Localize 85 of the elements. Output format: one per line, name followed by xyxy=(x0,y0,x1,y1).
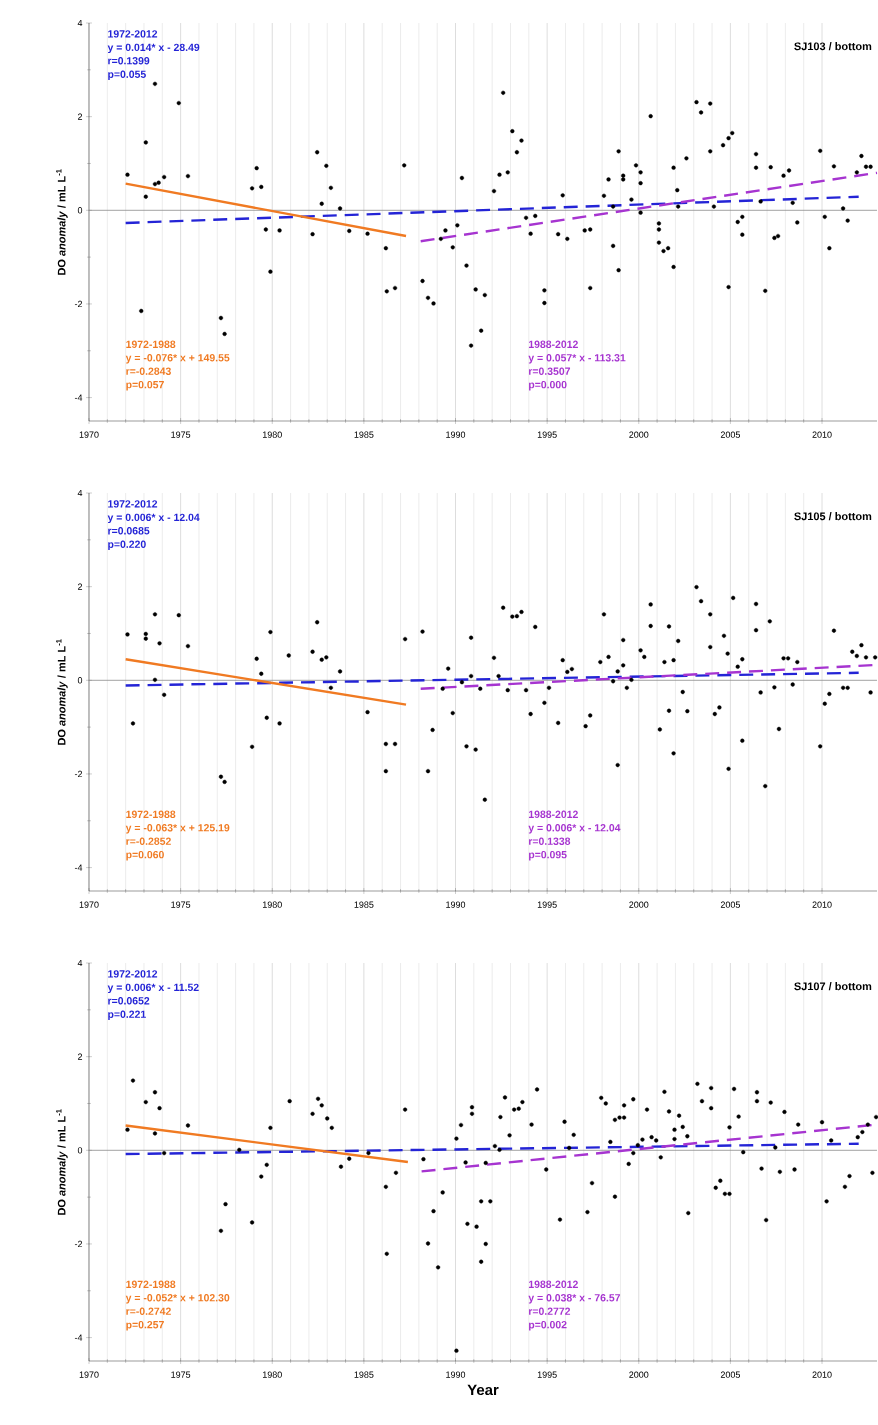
text: SJ103 / bottom xyxy=(794,42,872,51)
y-tick-label: 0 xyxy=(77,1147,83,1154)
x-tick-label: 1985 xyxy=(354,431,374,438)
x-tick-label: 1995 xyxy=(537,431,557,438)
text: SJ105 / bottom xyxy=(794,512,872,521)
x-tick-label: 2005 xyxy=(720,901,740,908)
annotation: y = 0.006* x - 12.04 xyxy=(528,824,621,834)
y-tick-label: 0 xyxy=(77,677,83,684)
annotation: p=0.220 xyxy=(108,540,146,550)
x-tick-label: 1975 xyxy=(171,431,191,438)
x-tick-label: 1990 xyxy=(446,901,466,908)
annotation: y = 0.038* x - 76.57 xyxy=(528,1294,620,1304)
annotation: y = 0.057* x - 113.31 xyxy=(528,354,626,364)
y-axis-title: DO anomaly / mL L$^{-1}$ xyxy=(56,169,68,275)
x-tick-label: 2010 xyxy=(812,901,832,908)
annotation: y = -0.063* x + 125.19 xyxy=(125,824,230,834)
annotation: y = -0.052* x + 102.30 xyxy=(125,1294,230,1304)
annotation: p=0.000 xyxy=(528,380,567,391)
y-tick-label: -4 xyxy=(74,864,83,871)
annotation: r=0.0652 xyxy=(108,997,150,1005)
text: 1972-2012 xyxy=(108,500,158,508)
y-tick-label: -4 xyxy=(74,394,83,401)
annotation: r=0.3507 xyxy=(528,367,570,375)
y-axis-title: DO anomaly / mL L$^{-1}$ xyxy=(56,1109,68,1215)
x-tick-label: 1975 xyxy=(171,901,191,908)
x-axis-title: Year xyxy=(467,1384,499,1396)
x-tick-label: 1970 xyxy=(79,901,99,908)
text: 1988-2012 xyxy=(528,810,578,819)
x-tick-label: 1980 xyxy=(262,431,282,438)
annotation: r=0.0685 xyxy=(108,527,150,535)
annotation: r=-0.2843 xyxy=(126,367,171,375)
text: SJ107 / bottom xyxy=(794,982,872,991)
x-tick-label: 2005 xyxy=(720,431,740,438)
y-tick-label: 4 xyxy=(77,19,83,27)
x-tick-label: 2010 xyxy=(812,1371,832,1378)
annotation: y = 0.006* x - 11.52 xyxy=(107,983,199,994)
y-tick-label: -4 xyxy=(74,1334,83,1341)
annotation: r=0.1399 xyxy=(108,57,150,65)
text: 1972-2012 xyxy=(108,970,158,978)
annotation: p=0.060 xyxy=(126,850,164,861)
text: 1988-2012 xyxy=(528,340,578,349)
text: 1972-1988 xyxy=(126,1280,176,1289)
annotation: r=-0.2852 xyxy=(126,837,171,845)
x-tick-label: 1975 xyxy=(171,1371,191,1378)
annotation: y = -0.076* x + 149.55 xyxy=(125,354,230,364)
annotation: y = 0.006* x - 12.04 xyxy=(107,513,200,524)
text: 1972-1988 xyxy=(126,340,176,349)
y-tick-label: -2 xyxy=(74,1240,82,1248)
x-tick-label: 1990 xyxy=(446,1371,466,1378)
annotation: p=0.095 xyxy=(528,850,567,861)
y-tick-label: -2 xyxy=(74,300,82,308)
annotation: p=0.221 xyxy=(108,1010,146,1020)
annotation: r=0.1338 xyxy=(528,837,571,845)
x-tick-label: 2005 xyxy=(720,1371,740,1378)
x-tick-label: 2000 xyxy=(629,1371,649,1378)
x-tick-label: 1970 xyxy=(79,1371,99,1378)
y-tick-label: 2 xyxy=(77,1053,82,1060)
y-tick-label: 4 xyxy=(77,959,83,967)
x-tick-label: 1995 xyxy=(537,901,557,908)
x-tick-label: 1980 xyxy=(262,901,282,908)
annotation: p=0.055 xyxy=(108,70,146,80)
y-tick-label: 4 xyxy=(77,489,83,497)
x-tick-label: 1995 xyxy=(537,1371,557,1378)
text: 1972-2012 xyxy=(108,30,158,38)
x-tick-label: 2000 xyxy=(629,431,649,438)
annotation: p=0.257 xyxy=(126,1320,164,1331)
annotation: y = 0.014* x - 28.49 xyxy=(107,43,200,54)
y-tick-label: -2 xyxy=(74,770,82,778)
annotation: p=0.002 xyxy=(528,1320,567,1331)
y-axis-title: DO anomaly / mL L$^{-1}$ xyxy=(56,639,68,745)
y-tick-label: 0 xyxy=(77,207,83,214)
x-tick-label: 2010 xyxy=(812,431,832,438)
text: 1972-1988 xyxy=(126,810,176,819)
x-tick-label: 1980 xyxy=(262,1371,282,1378)
x-tick-label: 1985 xyxy=(354,1371,374,1378)
annotation: r=0.2772 xyxy=(528,1307,570,1315)
x-tick-label: 2000 xyxy=(629,901,649,908)
annotation: p=0.057 xyxy=(126,380,164,391)
x-tick-label: 1985 xyxy=(354,901,374,908)
y-tick-label: 2 xyxy=(77,113,82,120)
x-tick-label: 1990 xyxy=(446,431,466,438)
x-tick-label: 1970 xyxy=(79,431,99,438)
text: 1988-2012 xyxy=(528,1280,578,1289)
y-tick-label: 2 xyxy=(77,583,82,590)
annotation: r=-0.2742 xyxy=(126,1307,171,1315)
